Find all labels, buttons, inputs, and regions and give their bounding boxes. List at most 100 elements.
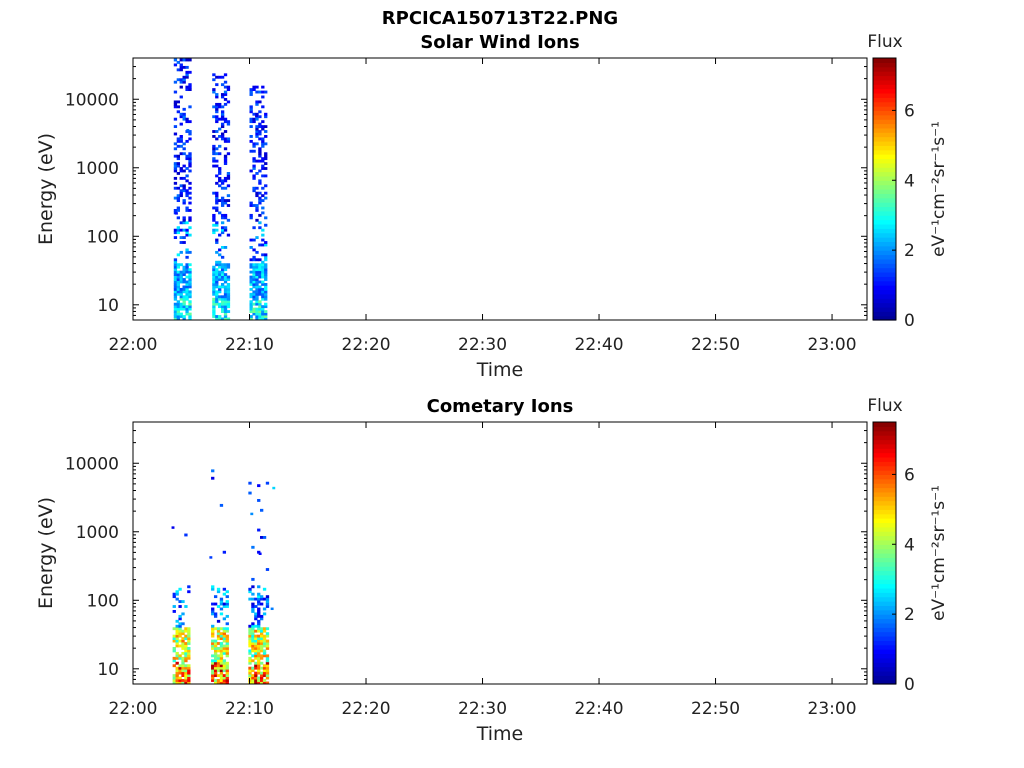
heatmap-cell	[185, 73, 189, 77]
heatmap-cell	[212, 307, 216, 311]
heatmap-cell	[255, 194, 259, 198]
heatmap-cell	[179, 250, 183, 254]
heatmap-cell	[220, 300, 225, 304]
heatmap-cell	[182, 169, 186, 173]
heatmap-cell	[262, 597, 267, 601]
heatmap-cell	[258, 315, 262, 318]
heatmap-cell	[216, 659, 221, 663]
heatmap-cell	[222, 649, 227, 653]
heatmap-cell	[220, 295, 225, 299]
heatmap-cell	[182, 152, 186, 156]
colorbar-swatch	[873, 452, 896, 458]
heatmap-cell	[252, 85, 256, 89]
heatmap-cell	[182, 164, 186, 168]
heatmap-cell	[211, 647, 215, 650]
colorbar-swatch	[873, 526, 896, 532]
heatmap-cell	[179, 95, 183, 99]
heatmap-cell	[184, 659, 188, 663]
heatmap-cell	[255, 317, 259, 321]
heatmap-cell	[252, 280, 256, 284]
heatmap-cell	[173, 100, 178, 104]
heatmap-cell	[255, 186, 259, 190]
heatmap-cell	[178, 644, 182, 648]
heatmap-cell	[185, 209, 189, 212]
heatmap-cell	[220, 115, 225, 119]
heatmap-cell	[257, 619, 261, 623]
colorbar-swatch	[873, 119, 896, 125]
heatmap-cell	[173, 297, 178, 301]
heatmap-cell	[265, 627, 270, 631]
heatmap-cell	[254, 642, 258, 645]
colorbar-swatch	[873, 162, 896, 168]
heatmap-cell	[259, 649, 264, 653]
heatmap-cell	[257, 627, 261, 631]
heatmap-cell	[264, 112, 268, 116]
heatmap-cell	[258, 307, 262, 311]
heatmap-cell	[173, 169, 178, 173]
heatmap-cell	[215, 283, 219, 286]
heatmap-cell	[223, 98, 228, 101]
colorbar-swatch	[873, 132, 896, 138]
heatmap-cell	[248, 649, 252, 653]
heatmap-cell	[218, 233, 222, 237]
heatmap-cell	[182, 297, 186, 301]
heatmap-cell	[215, 102, 219, 106]
heatmap-cell	[176, 300, 181, 304]
heatmap-cell	[176, 164, 181, 168]
heatmap-cell	[257, 499, 261, 502]
heatmap-cell	[255, 236, 259, 240]
heatmap-cell	[185, 85, 189, 89]
colorbar-swatch	[873, 245, 896, 251]
heatmap-cell	[220, 137, 225, 141]
heatmap-cell	[176, 68, 181, 72]
heatmap-cell	[251, 610, 255, 613]
heatmap-cell	[215, 280, 219, 284]
heatmap-cell	[185, 117, 189, 121]
heatmap-cell	[178, 622, 182, 626]
heatmap-cell	[185, 305, 189, 309]
heatmap-cell	[188, 315, 192, 318]
heatmap-cell	[251, 605, 255, 608]
colorbar-swatch	[873, 276, 896, 282]
heatmap-cell	[209, 556, 213, 559]
heatmap-cell	[212, 105, 216, 109]
heatmap-cell	[262, 629, 267, 633]
heatmap-cell	[249, 302, 253, 306]
colorbar-swatch	[873, 622, 896, 628]
heatmap-cell	[258, 300, 262, 304]
heatmap-cell	[261, 167, 265, 170]
heatmap-cell	[255, 290, 259, 294]
colorbar-swatch	[873, 666, 896, 672]
colorbar-swatch	[873, 566, 896, 572]
heatmap-cell	[262, 681, 267, 685]
heatmap-cell	[173, 307, 178, 311]
heatmap-cell	[215, 120, 219, 124]
figure-title: RPCICA150713T22.PNG	[382, 8, 618, 29]
colorbar-swatch	[873, 84, 896, 90]
colorbar: 0 2 4 6	[872, 421, 915, 695]
heatmap-cell	[179, 68, 183, 72]
heatmap-cell	[216, 605, 221, 608]
heatmap-cell	[219, 600, 224, 604]
heatmap-cell	[223, 80, 228, 84]
heatmap-cell	[219, 632, 224, 636]
heatmap-cell	[264, 258, 268, 262]
heatmap-cell	[188, 273, 192, 277]
heatmap-cell	[255, 312, 259, 316]
heatmap-cell	[251, 577, 255, 581]
heatmap-cell	[225, 629, 229, 633]
heatmap-cell	[184, 676, 188, 680]
heatmap-cell	[254, 661, 258, 665]
heatmap-cell	[261, 307, 265, 311]
heatmap-cell	[176, 273, 181, 277]
colorbar-swatch	[873, 219, 896, 225]
heatmap-cell	[179, 58, 183, 62]
heatmap-cell	[252, 176, 256, 180]
heatmap-cell	[179, 290, 183, 294]
heatmap-cell	[188, 280, 192, 284]
heatmap-cell	[215, 260, 219, 264]
heatmap-cell	[219, 674, 224, 678]
heatmap-cell	[259, 614, 264, 618]
heatmap-cell	[258, 275, 262, 279]
heatmap-cell	[212, 315, 216, 318]
